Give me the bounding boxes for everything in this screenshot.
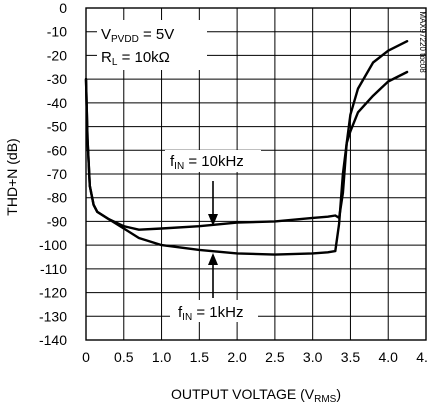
label-10khz-background	[165, 150, 261, 172]
y-tick-label: -20	[47, 47, 67, 63]
y-tick-label: 0	[59, 0, 67, 16]
series-line-1khz	[84, 70, 409, 256]
x-tick-label: 4.0	[378, 349, 398, 365]
y-tick-label: -60	[47, 142, 67, 158]
y-tick-label: -70	[47, 166, 67, 182]
condition-rl: RL = 10kΩ	[101, 49, 170, 68]
x-tick-label: 3.0	[303, 349, 323, 365]
y-tick-label: -120	[39, 285, 67, 301]
y-tick-label: -100	[39, 237, 67, 253]
x-axis-label: OUTPUT VOLTAGE (VRMS)	[171, 386, 341, 405]
x-tick-label: 2.5	[265, 349, 285, 365]
series-lines	[84, 40, 409, 256]
tick-labels: 0 0.5 1.0 1.5 2.0 2.5 3.0 3.5 4.0 4.5 0 -10 -20 -30 -4…	[39, 0, 427, 365]
x-tick-label: 2.0	[227, 349, 247, 365]
plot-frame	[85, 7, 427, 341]
figure-id-watermark: MAX97220 toc08	[418, 11, 427, 73]
x-tick-label: 1.0	[152, 349, 172, 365]
y-tick-label: -30	[47, 71, 67, 87]
y-tick-label: -130	[39, 308, 67, 324]
x-tick-label: 0	[82, 349, 90, 365]
y-tick-label: -140	[39, 332, 67, 348]
y-tick-label: -110	[40, 261, 67, 277]
conditions-label-background	[97, 20, 207, 70]
x-tick-label: 1.5	[190, 349, 210, 365]
arrow-10khz-head	[208, 214, 218, 226]
y-tick-label: -40	[47, 95, 67, 111]
x-tick-label: 0.5	[114, 349, 134, 365]
x-tick-label: 3.5	[341, 349, 361, 365]
series-label-10khz: fIN = 10kHz	[170, 153, 244, 172]
y-tick-label: -10	[47, 24, 67, 40]
condition-vpvdd: VPVDD = 5V	[101, 26, 174, 45]
y-tick-label: -50	[47, 119, 67, 135]
y-tick-label: -90	[47, 213, 67, 229]
arrow-1khz-head	[208, 253, 218, 265]
series-label-1khz: fIN = 1kHz	[178, 304, 243, 323]
x-tick-label: 4.5	[416, 349, 427, 365]
y-axis-label: THD+N (dB)	[4, 138, 20, 215]
label-1khz-background	[170, 300, 258, 322]
y-tick-label: -80	[47, 190, 67, 206]
